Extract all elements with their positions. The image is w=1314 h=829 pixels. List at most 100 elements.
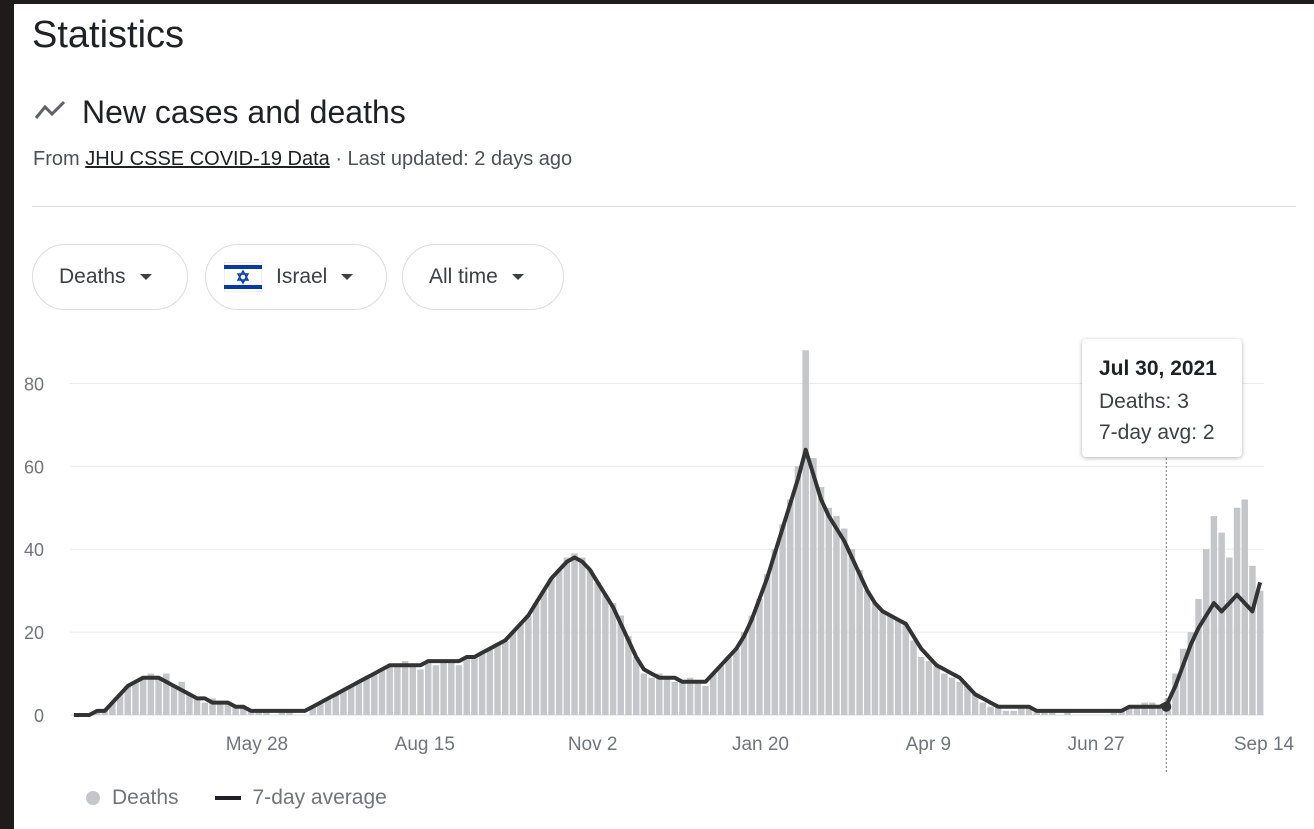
section-heading: New cases and deaths: [82, 94, 406, 130]
deaths-bar: [717, 665, 725, 715]
deaths-bar: [810, 458, 817, 715]
x-tick-label: Jun 27: [1068, 734, 1125, 755]
deaths-bar: [409, 665, 417, 715]
deaths-bar: [455, 665, 463, 715]
deaths-bar: [948, 677, 956, 715]
deaths-bar: [1226, 557, 1233, 715]
deaths-bar: [116, 694, 124, 715]
deaths-bar: [1195, 598, 1202, 715]
deaths-bar: [894, 619, 902, 715]
deaths-bar: [501, 640, 509, 715]
deaths-bar: [139, 677, 147, 715]
divider: [32, 206, 1296, 207]
deaths-bar: [671, 681, 678, 715]
deaths-bar: [771, 549, 779, 715]
deaths-bar: [1048, 710, 1056, 715]
hover-point: [1161, 701, 1172, 712]
deaths-bar: [424, 661, 432, 715]
x-tick-label: Sep 14: [1234, 734, 1295, 755]
deaths-bar: [448, 661, 455, 715]
deaths-bar: [740, 632, 748, 715]
deaths-bar: [748, 615, 755, 715]
deaths-bar: [1210, 516, 1218, 715]
deaths-bar: [386, 665, 393, 715]
deaths-bar: [1172, 673, 1179, 715]
deaths-bar: [1241, 499, 1248, 715]
deaths-bar: [917, 656, 925, 715]
deaths-bar: [887, 615, 894, 715]
y-tick-label: 20: [24, 623, 44, 643]
deaths-bar: [987, 706, 994, 715]
range-dropdown[interactable]: All time: [402, 244, 564, 310]
deaths-bar: [263, 710, 270, 715]
deaths-bar: [101, 710, 108, 715]
deaths-bar: [247, 710, 255, 715]
deaths-bar: [625, 636, 632, 715]
y-tick-label: 40: [24, 540, 44, 560]
range-label: All time: [429, 265, 498, 288]
deaths-bar: [617, 615, 625, 715]
deaths-bar: [1064, 710, 1071, 715]
deaths-bar: [571, 553, 578, 715]
deaths-bar: [864, 590, 871, 715]
chevron-down-icon: [341, 274, 354, 280]
deaths-bar: [964, 685, 971, 715]
deaths-bar: [840, 528, 848, 715]
deaths-bar: [240, 706, 247, 715]
location-label: Israel: [276, 265, 328, 288]
deaths-bar: [1156, 706, 1164, 715]
deaths-bar: [656, 673, 663, 715]
seven-day-average-line: [73, 447, 1263, 717]
metric-dropdown[interactable]: Deaths: [32, 244, 188, 310]
deaths-bar: [1233, 507, 1241, 715]
deaths-bar: [848, 549, 856, 715]
deaths-bar: [532, 603, 540, 715]
deaths-bar: [286, 710, 293, 715]
deaths-bar: [825, 507, 833, 715]
deaths-bar: [609, 603, 617, 715]
statistics-card: Statistics New cases and deaths From JHU…: [14, 4, 1314, 829]
page-title: Statistics: [32, 14, 185, 56]
deaths-chart[interactable]: 0 20 40 60 80 May 28 Aug 15 Nov 2 Jan 20 Apr 9 Jun…: [14, 334, 1314, 784]
source-link[interactable]: JHU CSSE COVID-19 Data: [85, 148, 330, 170]
deaths-bar: [417, 669, 424, 715]
y-tick-label: 80: [24, 374, 44, 394]
deaths-bar: [1010, 710, 1017, 715]
deaths-bar: [1249, 565, 1256, 715]
deaths-bar: [309, 706, 316, 715]
deaths-bar: [1133, 706, 1141, 715]
deaths-bar: [317, 702, 324, 715]
deaths-bar: [232, 706, 239, 715]
deaths-bar: [548, 578, 555, 715]
deaths-bar: [540, 590, 547, 715]
deaths-bar: [1018, 706, 1025, 715]
chevron-down-icon: [511, 274, 524, 280]
chevron-down-icon: [139, 274, 152, 280]
deaths-bar: [155, 677, 162, 715]
deaths-bar: [694, 681, 702, 715]
deaths-bar: [494, 644, 501, 715]
deaths-bar: [1025, 706, 1033, 715]
deaths-bar: [486, 648, 494, 715]
deaths-bar: [209, 698, 216, 715]
deaths-bar: [278, 710, 286, 715]
deaths-bar: [1218, 532, 1225, 715]
legend-deaths-swatch: [86, 791, 100, 805]
deaths-bar: [324, 698, 332, 715]
deaths-bar: [756, 598, 763, 715]
deaths-bar: [224, 702, 232, 715]
deaths-bar: [1033, 710, 1040, 715]
deaths-bar: [586, 569, 594, 715]
deaths-bar: [525, 615, 532, 715]
deaths-bar: [702, 685, 709, 715]
x-tick-label: Aug 15: [395, 734, 455, 755]
location-dropdown[interactable]: Israel: [205, 244, 387, 310]
deaths-bar: [925, 661, 933, 715]
deaths-bar: [509, 632, 517, 715]
deaths-bar: [763, 574, 771, 715]
deaths-bar: [632, 656, 640, 715]
legend-average-label: 7-day average: [252, 786, 387, 809]
deaths-bar: [1187, 632, 1195, 715]
deaths-bar: [563, 557, 571, 715]
source-line: From JHU CSSE COVID-19 Data · Last updat…: [33, 148, 572, 171]
